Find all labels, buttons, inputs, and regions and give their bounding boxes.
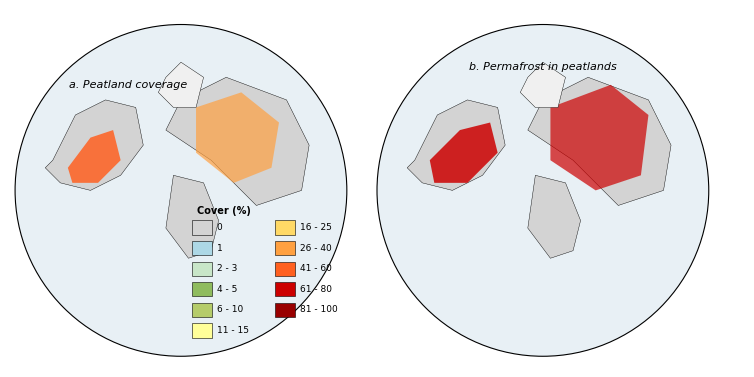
Text: 26 - 40: 26 - 40 <box>299 244 332 253</box>
Text: 0: 0 <box>216 223 222 232</box>
Text: a. Peatland coverage: a. Peatland coverage <box>69 80 187 90</box>
Text: 2 - 3: 2 - 3 <box>216 264 237 273</box>
Polygon shape <box>158 62 204 107</box>
FancyBboxPatch shape <box>274 221 295 234</box>
FancyBboxPatch shape <box>192 241 212 255</box>
FancyBboxPatch shape <box>274 241 295 255</box>
Ellipse shape <box>15 25 347 356</box>
Polygon shape <box>166 77 309 205</box>
Polygon shape <box>528 175 581 258</box>
Text: 4 - 5: 4 - 5 <box>216 285 237 294</box>
Text: 81 - 100: 81 - 100 <box>299 305 337 314</box>
Polygon shape <box>166 175 219 258</box>
Text: 11 - 15: 11 - 15 <box>216 326 249 335</box>
Polygon shape <box>520 62 566 107</box>
Polygon shape <box>45 100 143 190</box>
Polygon shape <box>550 85 648 190</box>
Polygon shape <box>68 130 121 183</box>
Polygon shape <box>528 77 671 205</box>
FancyBboxPatch shape <box>192 323 212 337</box>
FancyBboxPatch shape <box>274 303 295 317</box>
FancyBboxPatch shape <box>192 282 212 296</box>
Text: 41 - 60: 41 - 60 <box>299 264 332 273</box>
Polygon shape <box>430 123 498 183</box>
Text: 61 - 80: 61 - 80 <box>299 285 332 294</box>
Polygon shape <box>407 100 505 190</box>
Text: 6 - 10: 6 - 10 <box>216 305 243 314</box>
FancyBboxPatch shape <box>274 282 295 296</box>
Text: 16 - 25: 16 - 25 <box>299 223 332 232</box>
FancyBboxPatch shape <box>192 262 212 276</box>
FancyBboxPatch shape <box>192 221 212 234</box>
Polygon shape <box>196 92 279 183</box>
Text: b. Permafrost in peatlands: b. Permafrost in peatlands <box>469 62 617 72</box>
Ellipse shape <box>377 25 709 356</box>
FancyBboxPatch shape <box>274 262 295 276</box>
Text: Cover (%): Cover (%) <box>197 206 250 216</box>
FancyBboxPatch shape <box>192 303 212 317</box>
Text: 1: 1 <box>216 244 222 253</box>
